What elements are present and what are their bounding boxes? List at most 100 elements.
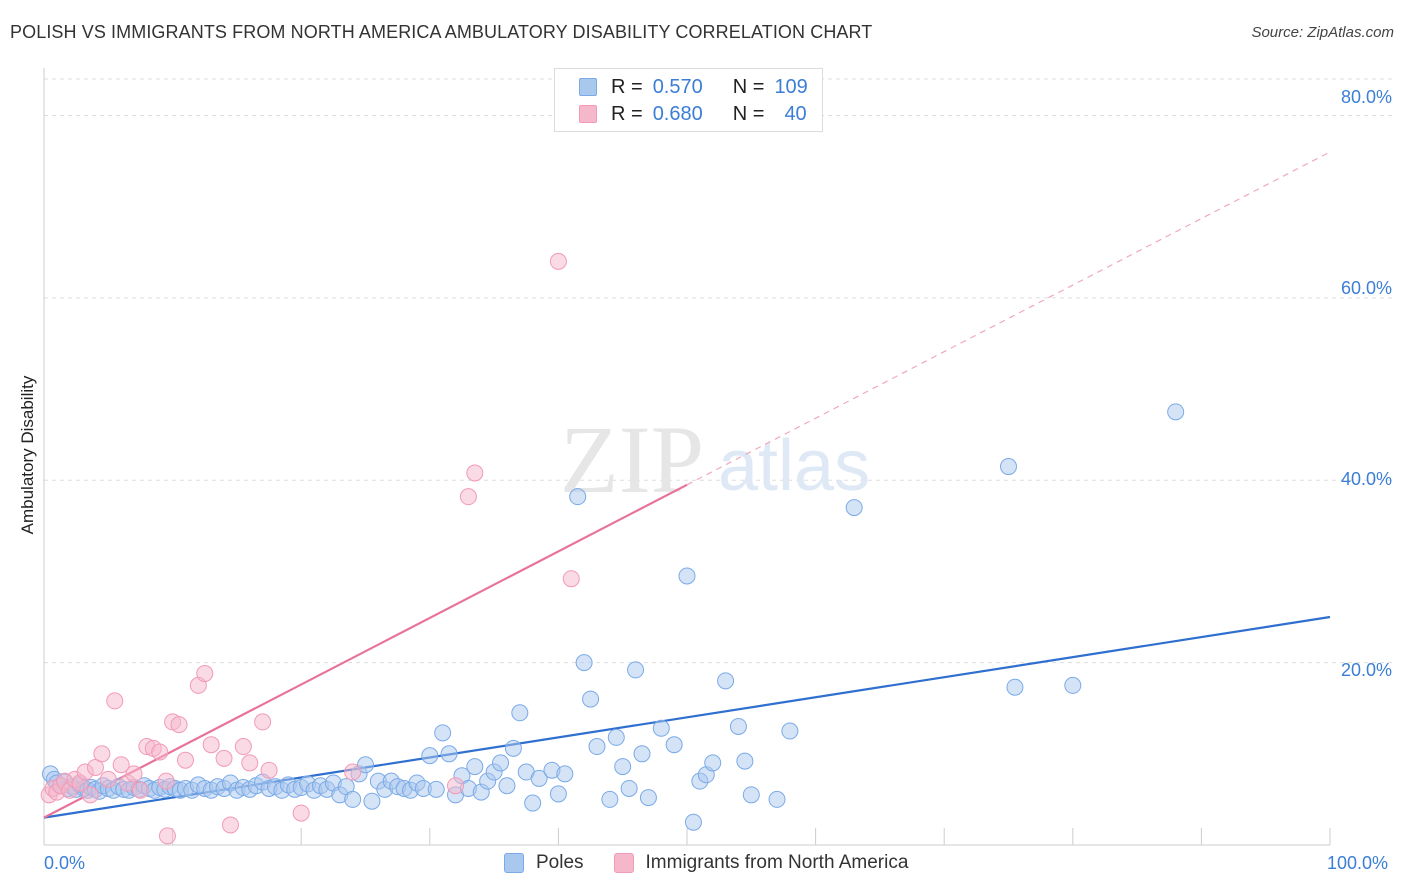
point-poles-92 <box>588 738 606 756</box>
point-immigrants-34 <box>292 804 310 822</box>
point-immigrants-36 <box>447 777 465 795</box>
point-immigrants-35 <box>344 763 362 781</box>
data-points <box>40 252 1185 845</box>
n-value: 40 <box>784 102 807 125</box>
watermark-atlas: atlas <box>718 426 870 506</box>
point-poles-88 <box>556 765 574 783</box>
point-immigrants-13 <box>106 692 124 710</box>
point-immigrants-28 <box>215 749 233 767</box>
point-immigrants-17 <box>131 781 149 799</box>
point-poles-80 <box>498 777 516 795</box>
legend-swatch-immigrants <box>613 853 634 873</box>
r-value: 0.680 <box>652 102 703 125</box>
legend: Poles Immigrants from North America <box>504 852 938 874</box>
point-poles-116 <box>1064 676 1082 694</box>
y-tick-label-20: 20.0% <box>1340 660 1392 680</box>
point-poles-96 <box>620 779 638 797</box>
point-poles-85 <box>530 769 548 787</box>
point-immigrants-32 <box>254 713 272 731</box>
point-poles-69 <box>427 780 445 798</box>
point-poles-59 <box>363 792 381 810</box>
point-poles-108 <box>729 717 747 735</box>
point-poles-106 <box>704 754 722 772</box>
x-tick-label-0: 0.0% <box>44 853 86 873</box>
legend-label-immigrants: Immigrants from North America <box>645 852 909 873</box>
trend-extension-immigrants <box>686 151 1331 486</box>
point-poles-112 <box>781 722 799 740</box>
point-poles-107 <box>717 672 735 690</box>
stats-row-immigrants: R = 0.680 N = 40 <box>579 102 807 126</box>
n-label: N = <box>732 102 765 125</box>
n-label: N = <box>732 75 765 98</box>
point-immigrants-29 <box>221 816 239 834</box>
immigrants-swatch <box>579 105 597 123</box>
point-immigrants-33 <box>260 761 278 779</box>
point-poles-75 <box>466 758 484 776</box>
trend-line-immigrants <box>43 483 688 819</box>
point-immigrants-38 <box>466 464 484 482</box>
point-poles-109 <box>736 752 754 770</box>
point-poles-111 <box>768 790 786 808</box>
r-label: R = <box>611 102 643 125</box>
chart-source: Source: ZipAtlas.com <box>1251 24 1394 41</box>
point-poles-56 <box>344 790 362 808</box>
point-poles-90 <box>575 654 593 672</box>
legend-label-poles: Poles <box>536 852 584 873</box>
point-immigrants-11 <box>93 745 111 763</box>
point-immigrants-31 <box>241 754 259 772</box>
r-label: R = <box>611 75 643 98</box>
point-poles-70 <box>434 724 452 742</box>
point-immigrants-24 <box>176 751 194 769</box>
point-immigrants-37 <box>459 488 477 506</box>
legend-item-immigrants[interactable]: Immigrants from North America <box>613 852 909 874</box>
point-poles-91 <box>582 690 600 708</box>
axes <box>43 68 1331 846</box>
point-poles-81 <box>504 739 522 757</box>
point-immigrants-23 <box>170 716 188 734</box>
point-poles-79 <box>492 754 510 772</box>
stats-row-poles: R = 0.570 N = 109 <box>579 75 808 99</box>
point-poles-97 <box>627 661 645 679</box>
point-poles-84 <box>524 794 542 812</box>
point-immigrants-39 <box>549 252 567 270</box>
legend-swatch-poles <box>504 853 524 873</box>
point-poles-100 <box>652 719 670 737</box>
point-poles-113 <box>845 499 863 517</box>
point-poles-102 <box>678 567 696 585</box>
point-poles-68 <box>421 747 439 765</box>
point-poles-114 <box>1000 458 1017 476</box>
stats-box: R = 0.570 N = 109 R = 0.680 N = 40 <box>554 68 823 132</box>
watermark: ZIP atlas <box>560 406 870 513</box>
point-poles-101 <box>665 736 683 754</box>
y-tick-label-80: 80.0% <box>1340 87 1392 107</box>
point-poles-103 <box>684 813 702 831</box>
point-immigrants-14 <box>112 756 130 774</box>
point-poles-89 <box>569 488 587 506</box>
point-immigrants-9 <box>81 786 99 804</box>
point-poles-93 <box>601 790 619 808</box>
poles-swatch <box>579 78 597 96</box>
point-immigrants-12 <box>99 770 117 788</box>
point-immigrants-30 <box>234 738 252 756</box>
point-immigrants-20 <box>151 743 169 761</box>
y-tick-label-40: 40.0% <box>1340 469 1392 489</box>
point-immigrants-40 <box>562 570 580 588</box>
point-poles-58 <box>357 756 374 774</box>
trend-lines <box>43 151 1331 819</box>
y-tick-label-60: 60.0% <box>1340 278 1392 298</box>
r-value: 0.570 <box>652 75 703 98</box>
n-value: 109 <box>774 75 808 98</box>
point-poles-99 <box>639 789 657 807</box>
legend-item-poles[interactable]: Poles <box>504 852 584 874</box>
point-poles-117 <box>1167 403 1185 421</box>
point-poles-87 <box>549 785 567 803</box>
point-poles-95 <box>614 758 632 776</box>
point-poles-110 <box>742 786 760 804</box>
point-immigrants-27 <box>202 736 220 754</box>
x-tick-label-100: 100.0% <box>1327 853 1389 873</box>
point-immigrants-21 <box>157 772 175 790</box>
point-poles-94 <box>607 728 625 746</box>
point-immigrants-26 <box>196 665 214 683</box>
point-poles-115 <box>1006 678 1024 696</box>
